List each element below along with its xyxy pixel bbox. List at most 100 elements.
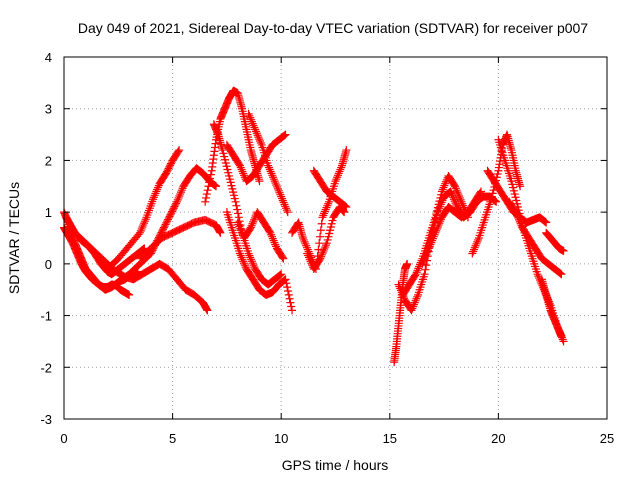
data-point — [555, 268, 564, 277]
data-point — [332, 175, 341, 184]
data-point — [559, 246, 568, 255]
data-point — [394, 280, 403, 289]
data-point — [412, 294, 421, 303]
data-point — [140, 219, 149, 228]
data-point — [206, 170, 215, 179]
data-point — [533, 270, 542, 279]
data-point — [319, 211, 328, 220]
data-point — [153, 183, 162, 192]
data-point — [515, 215, 524, 224]
data-point — [272, 180, 281, 189]
data-point — [267, 232, 276, 241]
data-point — [268, 234, 277, 243]
data-point — [395, 282, 404, 291]
chart-title: Day 049 of 2021, Sidereal Day-to-day VTE… — [78, 20, 588, 36]
data-point — [283, 287, 292, 296]
data-point — [541, 217, 550, 226]
data-point — [235, 222, 244, 231]
data-point — [304, 251, 313, 260]
data-point — [450, 197, 459, 206]
data-point — [305, 255, 314, 264]
data-point — [516, 219, 525, 228]
data-point — [279, 254, 288, 263]
data-point — [251, 125, 260, 134]
data-point — [271, 240, 280, 249]
data-point — [176, 190, 185, 199]
data-point — [477, 187, 486, 196]
data-point — [284, 290, 293, 299]
data-point — [420, 270, 429, 279]
data-point — [559, 337, 568, 346]
data-point — [306, 257, 315, 266]
data-point — [318, 213, 327, 222]
data-point — [336, 165, 345, 174]
data-point — [419, 257, 428, 266]
data-point — [440, 181, 449, 190]
data-point — [235, 249, 244, 258]
data-point — [271, 179, 280, 188]
data-point — [320, 244, 329, 253]
data-point — [450, 182, 459, 191]
data-point — [317, 250, 326, 259]
data-point — [250, 215, 259, 224]
y-tick-label: 4 — [45, 50, 52, 65]
data-point — [247, 221, 256, 230]
data-point — [342, 146, 351, 155]
data-point — [298, 234, 307, 242]
data-point — [246, 223, 255, 232]
data-point — [324, 199, 333, 208]
data-point — [286, 298, 295, 307]
data-point — [251, 127, 260, 136]
data-point — [301, 239, 310, 248]
data-point — [540, 217, 549, 226]
plot-frame — [63, 56, 608, 420]
data-points — [60, 86, 568, 367]
data-point — [451, 199, 460, 208]
data-point — [403, 259, 412, 268]
data-point — [240, 261, 249, 270]
data-point — [266, 167, 275, 176]
data-point — [253, 131, 262, 140]
data-point — [433, 224, 442, 233]
data-point — [151, 189, 160, 198]
data-point — [457, 197, 466, 206]
data-point — [246, 253, 255, 262]
data-point — [299, 235, 308, 244]
data-point — [245, 251, 254, 260]
data-point — [216, 228, 225, 237]
data-point — [316, 226, 325, 235]
data-point — [270, 238, 279, 247]
data-point — [137, 224, 146, 233]
data-point — [468, 249, 477, 258]
data-point — [172, 197, 181, 206]
data-point — [455, 191, 464, 200]
data-point — [426, 240, 435, 249]
data-point — [409, 300, 418, 309]
data-point — [331, 177, 340, 186]
data-point — [422, 250, 431, 259]
data-point — [276, 270, 285, 279]
data-point — [276, 190, 285, 199]
data-point — [173, 195, 182, 204]
data-point — [175, 146, 184, 155]
data-point — [278, 194, 287, 203]
data-point — [149, 193, 158, 202]
data-point — [428, 236, 437, 245]
data-point — [285, 294, 294, 303]
data-point — [557, 270, 566, 279]
data-point — [244, 109, 253, 118]
data-point — [410, 298, 419, 307]
data-point — [439, 183, 448, 192]
data-point — [283, 283, 292, 292]
data-point — [281, 130, 290, 139]
y-axis-label: SDTVAR / TECUs — [6, 182, 22, 294]
data-point — [340, 208, 349, 217]
data-point — [412, 268, 421, 277]
data-point — [321, 243, 330, 252]
data-point — [248, 119, 257, 128]
data-point — [246, 113, 255, 122]
data-point — [282, 204, 291, 213]
data-point — [407, 306, 416, 315]
data-point — [411, 296, 420, 305]
data-point — [234, 209, 243, 218]
